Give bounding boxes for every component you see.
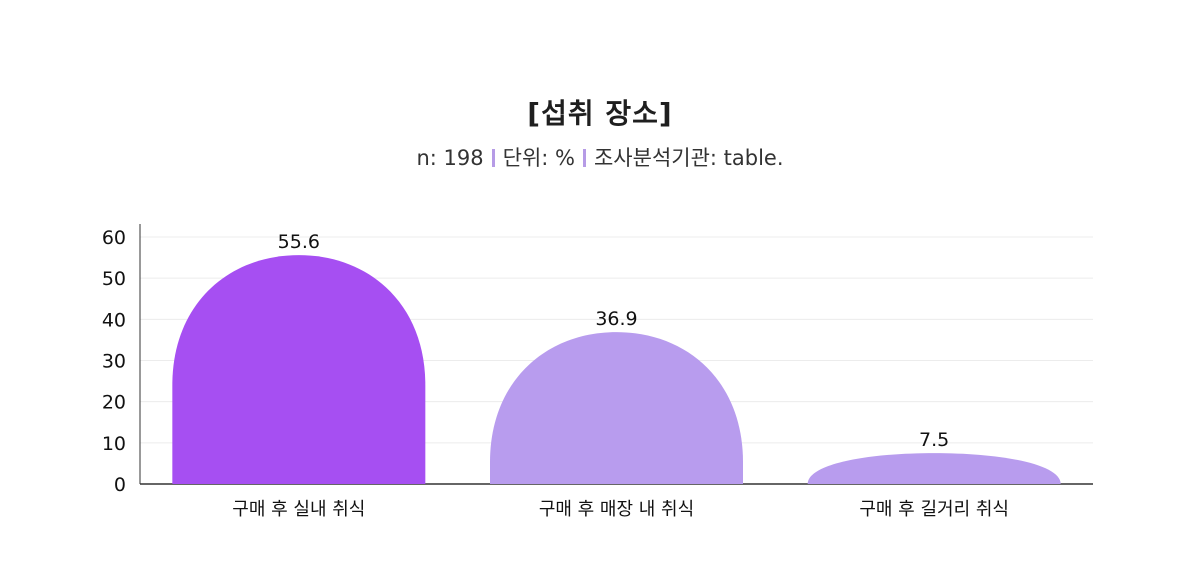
subtitle-separator [582, 149, 586, 167]
data-label: 7.5 [919, 429, 949, 451]
chart-subtitle: n: 198 단위: % 조사분석기관: table. [0, 142, 1200, 172]
y-tick-label: 60 [102, 227, 126, 249]
x-category-label: 구매 후 실내 취식 [232, 499, 365, 520]
x-category-label: 구매 후 길거리 취식 [859, 499, 1009, 520]
chart-title: [섭취 장소] [527, 97, 673, 130]
y-tick-label: 10 [102, 433, 126, 455]
y-tick-label: 0 [114, 474, 126, 496]
sample-size: n: 198 [416, 146, 484, 170]
subtitle-separator [491, 149, 495, 167]
y-tick-label: 30 [102, 351, 126, 373]
y-tick-label: 20 [102, 392, 126, 414]
y-tick-label: 40 [102, 309, 126, 331]
data-label: 55.6 [278, 231, 320, 253]
bar [172, 255, 426, 484]
unit-label: 단위: % [502, 146, 575, 170]
x-category-label: 구매 후 매장 내 취식 [539, 499, 694, 520]
bar [490, 332, 743, 484]
source-label: 조사분석기관: table. [593, 146, 784, 170]
bar [807, 453, 1061, 484]
y-tick-label: 50 [102, 268, 126, 290]
data-label: 36.9 [595, 308, 637, 330]
